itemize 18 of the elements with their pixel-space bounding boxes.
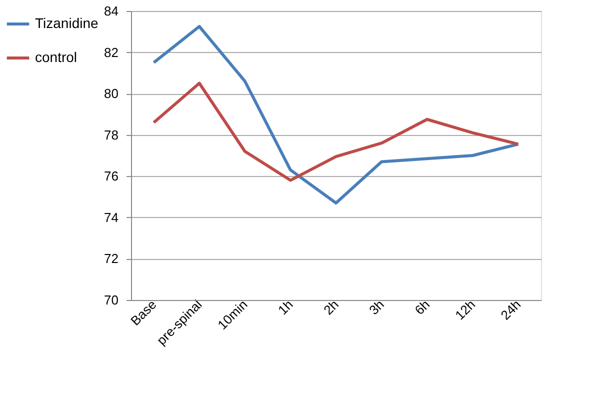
x-tick-label: 2h [320,296,342,318]
legend-label: control [35,49,78,65]
x-tick-label: 1h [275,296,296,318]
y-tick-label: 76 [104,168,118,184]
x-tick-label: 3h [366,296,388,318]
y-tick-label: 80 [104,86,118,102]
y-tick-label: 82 [104,44,118,60]
x-tick-label: 12h [452,296,478,323]
x-tick-label: 24h [498,296,524,323]
y-tick-label: 84 [104,4,118,18]
y-tick-label: 74 [104,210,118,225]
y-tick-label: 70 [104,292,118,308]
y-tick-label: 72 [104,251,118,266]
line-series [152,24,520,204]
line-series [152,82,520,182]
x-tick-label: 6h [412,296,433,318]
legend-label: Tizanidine [35,15,99,31]
y-tick-label: 78 [104,127,118,142]
